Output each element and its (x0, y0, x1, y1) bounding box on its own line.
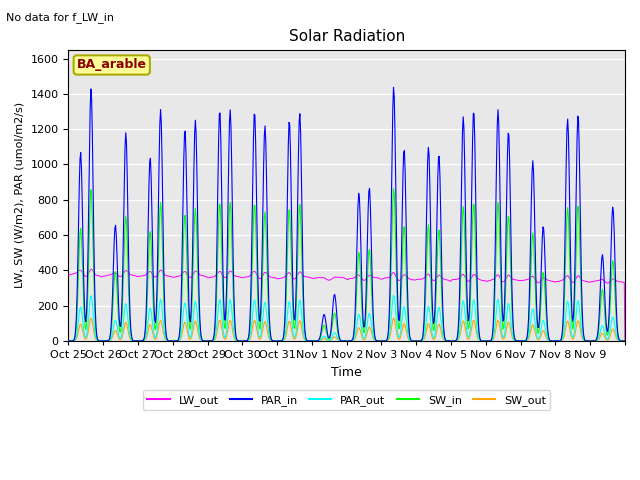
Title: Solar Radiation: Solar Radiation (289, 29, 405, 44)
Text: No data for f_LW_in: No data for f_LW_in (6, 12, 115, 23)
Y-axis label: LW, SW (W/m2), PAR (umol/m2/s): LW, SW (W/m2), PAR (umol/m2/s) (15, 102, 25, 288)
Legend: LW_out, PAR_in, PAR_out, SW_in, SW_out: LW_out, PAR_in, PAR_out, SW_in, SW_out (143, 390, 550, 410)
Text: BA_arable: BA_arable (77, 59, 147, 72)
X-axis label: Time: Time (332, 366, 362, 379)
